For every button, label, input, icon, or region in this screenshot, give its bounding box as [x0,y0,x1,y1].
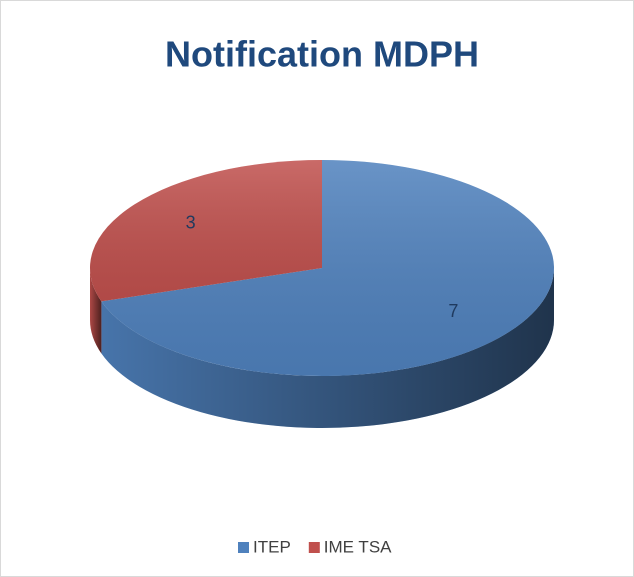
side-shade [101,268,554,429]
legend-label: IME TSA [324,537,392,556]
slice-gloss [101,160,554,376]
data-label: 7 [448,301,458,321]
legend-swatch [238,542,249,553]
legend-label: ITEP [253,537,291,556]
side-shade [90,268,102,354]
chart-title: Notification MDPH [165,34,479,75]
slice-gloss [89,160,322,302]
data-label: 3 [186,212,196,232]
legend-swatch [308,542,320,553]
